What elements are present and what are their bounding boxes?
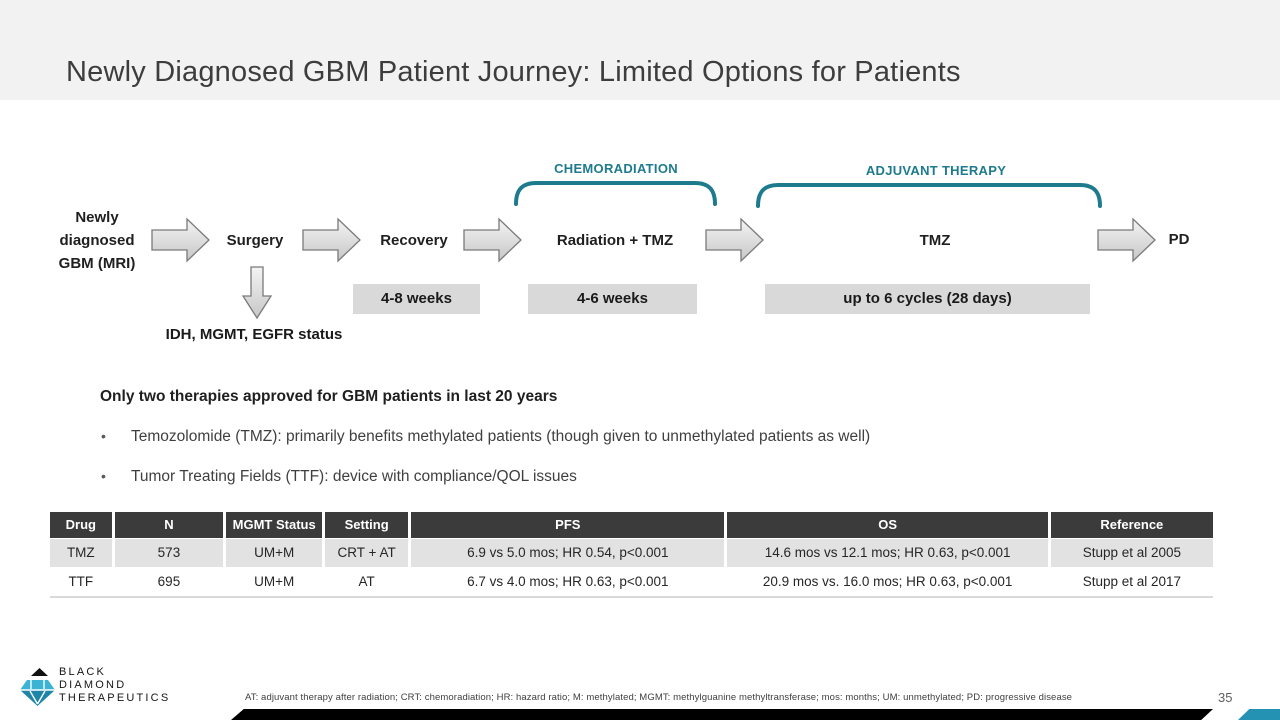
table-cell: AT — [322, 568, 409, 596]
table-row-ttf: TTF 695 UM+M AT 6.7 vs 4.0 mos; HR 0.63,… — [50, 568, 1213, 596]
table-cell: Stupp et al 2005 — [1047, 539, 1213, 567]
table-header-mgmt-status: MGMT Status — [223, 512, 323, 538]
table-header-pfs: PFS — [408, 512, 725, 538]
phase-label-chemoradiation: CHEMORADIATION — [554, 161, 678, 176]
chemoradiation-brace-icon — [514, 181, 717, 206]
bullet-glyph: • — [101, 428, 106, 444]
page-title: Newly Diagnosed GBM Patient Journey: Lim… — [66, 56, 961, 88]
flow-arrow-icon — [302, 217, 361, 263]
table-cell: 695 — [111, 568, 224, 596]
table-cell: UM+M — [223, 539, 323, 567]
table-cell: TMZ — [50, 539, 112, 567]
table-header-row: Drug N MGMT Status Setting PFS OS Refere… — [50, 512, 1213, 538]
down-arrow-icon — [242, 266, 272, 320]
table-cell: Stupp et al 2017 — [1047, 568, 1213, 596]
node-recovery: Recovery — [380, 232, 448, 249]
table-header-setting: Setting — [322, 512, 409, 538]
table-cell: UM+M — [223, 568, 323, 596]
flow-arrow-icon — [1097, 217, 1156, 263]
table-header-reference: Reference — [1047, 512, 1213, 538]
table-cell: CRT + AT — [322, 539, 409, 567]
bullet-item: • Temozolomide (TMZ): primarily benefits… — [101, 428, 1161, 446]
logo-line: THERAPEUTICS — [59, 692, 171, 704]
phase-label-adjuvant-therapy: ADJUVANT THERAPY — [865, 163, 1007, 178]
black-diamond-logo-icon — [20, 668, 55, 706]
table-header-os: OS — [724, 512, 1048, 538]
duration-box-chemoradiation: 4-6 weeks — [528, 284, 697, 314]
node-newly-diagnosed: Newly diagnosed GBM (MRI) — [58, 209, 136, 272]
bullet-text: Tumor Treating Fields (TTF): device with… — [131, 468, 577, 485]
node-pd: PD — [1168, 231, 1190, 248]
surgery-branch-label: IDH, MGMT, EGFR status — [165, 326, 343, 343]
adjuvant-therapy-brace-icon — [756, 183, 1102, 208]
page-number: 35 — [1218, 690, 1233, 705]
flow-arrow-icon — [463, 217, 522, 263]
logo-line: DIAMOND — [59, 679, 127, 691]
corner-accent — [1238, 709, 1280, 720]
footnote-abbreviations: AT: adjuvant therapy after radiation; CR… — [245, 692, 1073, 703]
bullet-glyph: • — [101, 468, 106, 484]
table-cell: TTF — [50, 568, 112, 596]
table-cell: 6.7 vs 4.0 mos; HR 0.63, p<0.001 — [408, 568, 725, 596]
table-cell: 20.9 mos vs. 16.0 mos; HR 0.63, p<0.001 — [724, 568, 1048, 596]
bullet-item: • Tumor Treating Fields (TTF): device wi… — [101, 468, 1161, 486]
table-cell: 6.9 vs 5.0 mos; HR 0.54, p<0.001 — [408, 539, 725, 567]
logo-line: BLACK — [59, 666, 107, 678]
node-tmz: TMZ — [919, 232, 951, 249]
flow-arrow-icon — [151, 217, 210, 263]
table-header-n: N — [111, 512, 224, 538]
node-surgery: Surgery — [226, 232, 284, 249]
duration-box-recovery: 4-8 weeks — [353, 284, 480, 314]
footer-bar — [231, 709, 1213, 720]
header-band — [0, 0, 1280, 100]
bullet-text: Temozolomide (TMZ): primarily benefits m… — [131, 428, 871, 445]
table-cell: 573 — [111, 539, 224, 567]
summary-heading: Only two therapies approved for GBM pati… — [100, 388, 558, 405]
flow-arrow-icon — [705, 217, 764, 263]
table-cell: 14.6 mos vs 12.1 mos; HR 0.63, p<0.001 — [724, 539, 1048, 567]
clinical-data-table: Drug N MGMT Status Setting PFS OS Refere… — [50, 512, 1213, 598]
logo-wordmark: BLACK DIAMOND THERAPEUTICS — [59, 666, 170, 705]
table-header-drug: Drug — [50, 512, 112, 538]
table-row-tmz: TMZ 573 UM+M CRT + AT 6.9 vs 5.0 mos; HR… — [50, 539, 1213, 567]
node-radiation-tmz: Radiation + TMZ — [556, 232, 674, 249]
duration-box-adjuvant: up to 6 cycles (28 days) — [765, 284, 1090, 314]
